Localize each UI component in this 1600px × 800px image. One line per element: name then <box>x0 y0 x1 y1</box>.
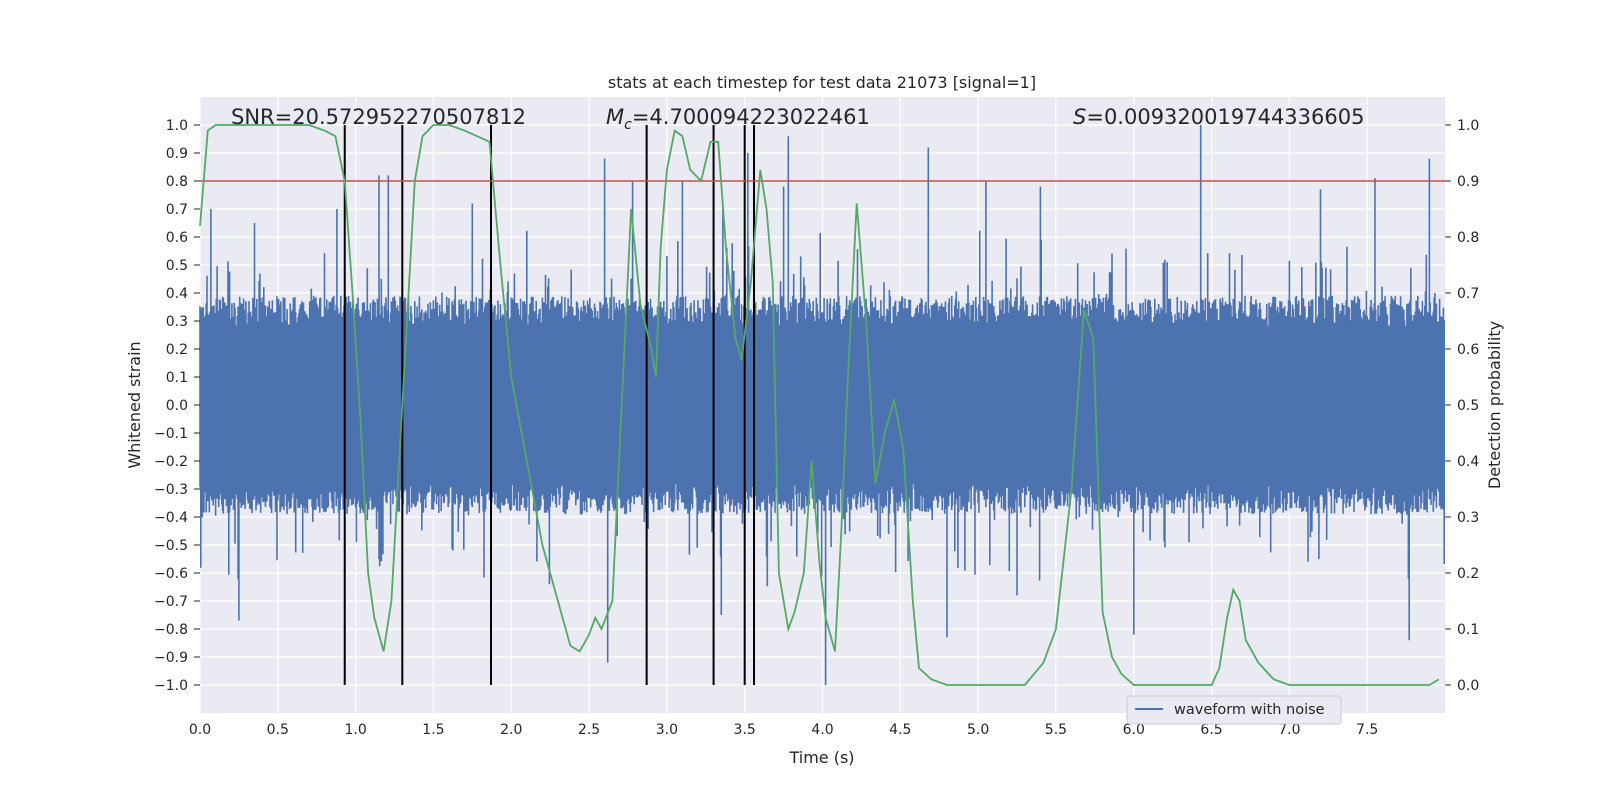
legend-label: waveform with noise <box>1174 702 1325 718</box>
y2-tick-label: 0.4 <box>1457 454 1479 470</box>
y-tick-label: 0.9 <box>166 146 188 162</box>
s-value: =0.009320019744336605 <box>1086 105 1364 129</box>
y2-tick-label: 0.8 <box>1457 230 1479 246</box>
y-tick-labels: 1.0 0.9 0.8 0.7 0.6 0.5 0.4 0.3 0.2 0.1 0.0 −0.1 −0.… <box>154 118 200 694</box>
y-tick-label: 0.4 <box>166 286 188 302</box>
y2-tick-label: 0.2 <box>1457 566 1479 582</box>
x-tick-label: 4.5 <box>889 722 911 738</box>
x-tick-label: 1.5 <box>422 722 444 738</box>
legend-box <box>1126 695 1342 725</box>
y-tick-label: 0.2 <box>166 342 188 358</box>
y2-tick-label: 0.7 <box>1457 286 1479 302</box>
y-tick-label: −0.3 <box>154 482 188 498</box>
y2-tick-label: 0.5 <box>1457 398 1479 414</box>
y-tick-label: −0.1 <box>154 426 188 442</box>
s-annotation: S=0.009320019744336605 <box>1073 105 1364 129</box>
chart-title: stats at each timestep for test data 210… <box>608 73 1036 92</box>
y-tick-label: 0.1 <box>166 370 188 386</box>
y2-tick-label: 0.3 <box>1457 510 1479 526</box>
y-tick-label: 0.7 <box>166 202 188 218</box>
x-tick-label: 6.5 <box>1200 722 1222 738</box>
probability-series <box>199 124 1440 686</box>
x-tick-label: 2.0 <box>500 722 522 738</box>
y-tick-label: 1.0 <box>166 118 188 134</box>
legend: waveform with noise <box>1126 695 1342 725</box>
x-tick-label: 7.5 <box>1356 722 1378 738</box>
snr-annotation: SNR=20.572952270507812 <box>231 105 526 129</box>
detection-probability-line <box>199 124 1440 686</box>
y-tick-label: 0.3 <box>166 314 188 330</box>
y2-tick-label: 0.6 <box>1457 342 1479 358</box>
x-tick-label: 3.0 <box>656 722 678 738</box>
y-tick-label: 0.8 <box>166 174 188 190</box>
x-tick-label: 3.5 <box>734 722 756 738</box>
x-tick-label: 6.0 <box>1123 722 1145 738</box>
x-tick-label: 7.0 <box>1278 722 1300 738</box>
y2-tick-label: 1.0 <box>1457 118 1479 134</box>
y-axis-label: Whitened strain <box>125 341 144 468</box>
y-tick-label: −0.8 <box>154 622 188 638</box>
y-tick-label: −1.0 <box>154 678 188 694</box>
y-tick-label: 0.0 <box>166 398 188 414</box>
y-tick-label: −0.9 <box>154 650 188 666</box>
y-tick-label: −0.5 <box>154 538 188 554</box>
y-tick-label: 0.6 <box>166 230 188 246</box>
x-tick-label: 5.5 <box>1045 722 1067 738</box>
chirp-mass-annotation: Mc=4.700094223022461 <box>606 105 870 133</box>
y-tick-label: −0.4 <box>154 510 188 526</box>
y2-tick-label: 0.1 <box>1457 622 1479 638</box>
x-tick-label: 2.5 <box>578 722 600 738</box>
x-tick-label: 1.0 <box>344 722 366 738</box>
y2-tick-label: 0.9 <box>1457 174 1479 190</box>
x-axis-label: Time (s) <box>788 748 854 767</box>
y-tick-label: 0.5 <box>166 258 188 274</box>
x-tick-label: 4.0 <box>811 722 833 738</box>
x-tick-label: 0.5 <box>267 722 289 738</box>
y-tick-label: −0.2 <box>154 454 188 470</box>
chirp-mass-value: =4.700094223022461 <box>632 105 870 129</box>
y2-axis-label: Detection probability <box>1485 321 1504 489</box>
y2-tick-labels: 1.0 0.9 0.8 0.7 0.6 0.5 0.4 0.3 0.2 0.1 0.0 <box>1445 118 1479 694</box>
y-tick-label: −0.7 <box>154 594 188 610</box>
x-tick-label: 0.0 <box>189 722 211 738</box>
y-tick-label: −0.6 <box>154 566 188 582</box>
x-tick-label: 5.0 <box>967 722 989 738</box>
x-tick-labels: 0.0 0.5 1.0 1.5 2.0 2.5 3.0 3.5 4.0 4.5 5.0 5.5 6.0 6… <box>189 722 1378 738</box>
y2-tick-label: 0.0 <box>1457 678 1479 694</box>
